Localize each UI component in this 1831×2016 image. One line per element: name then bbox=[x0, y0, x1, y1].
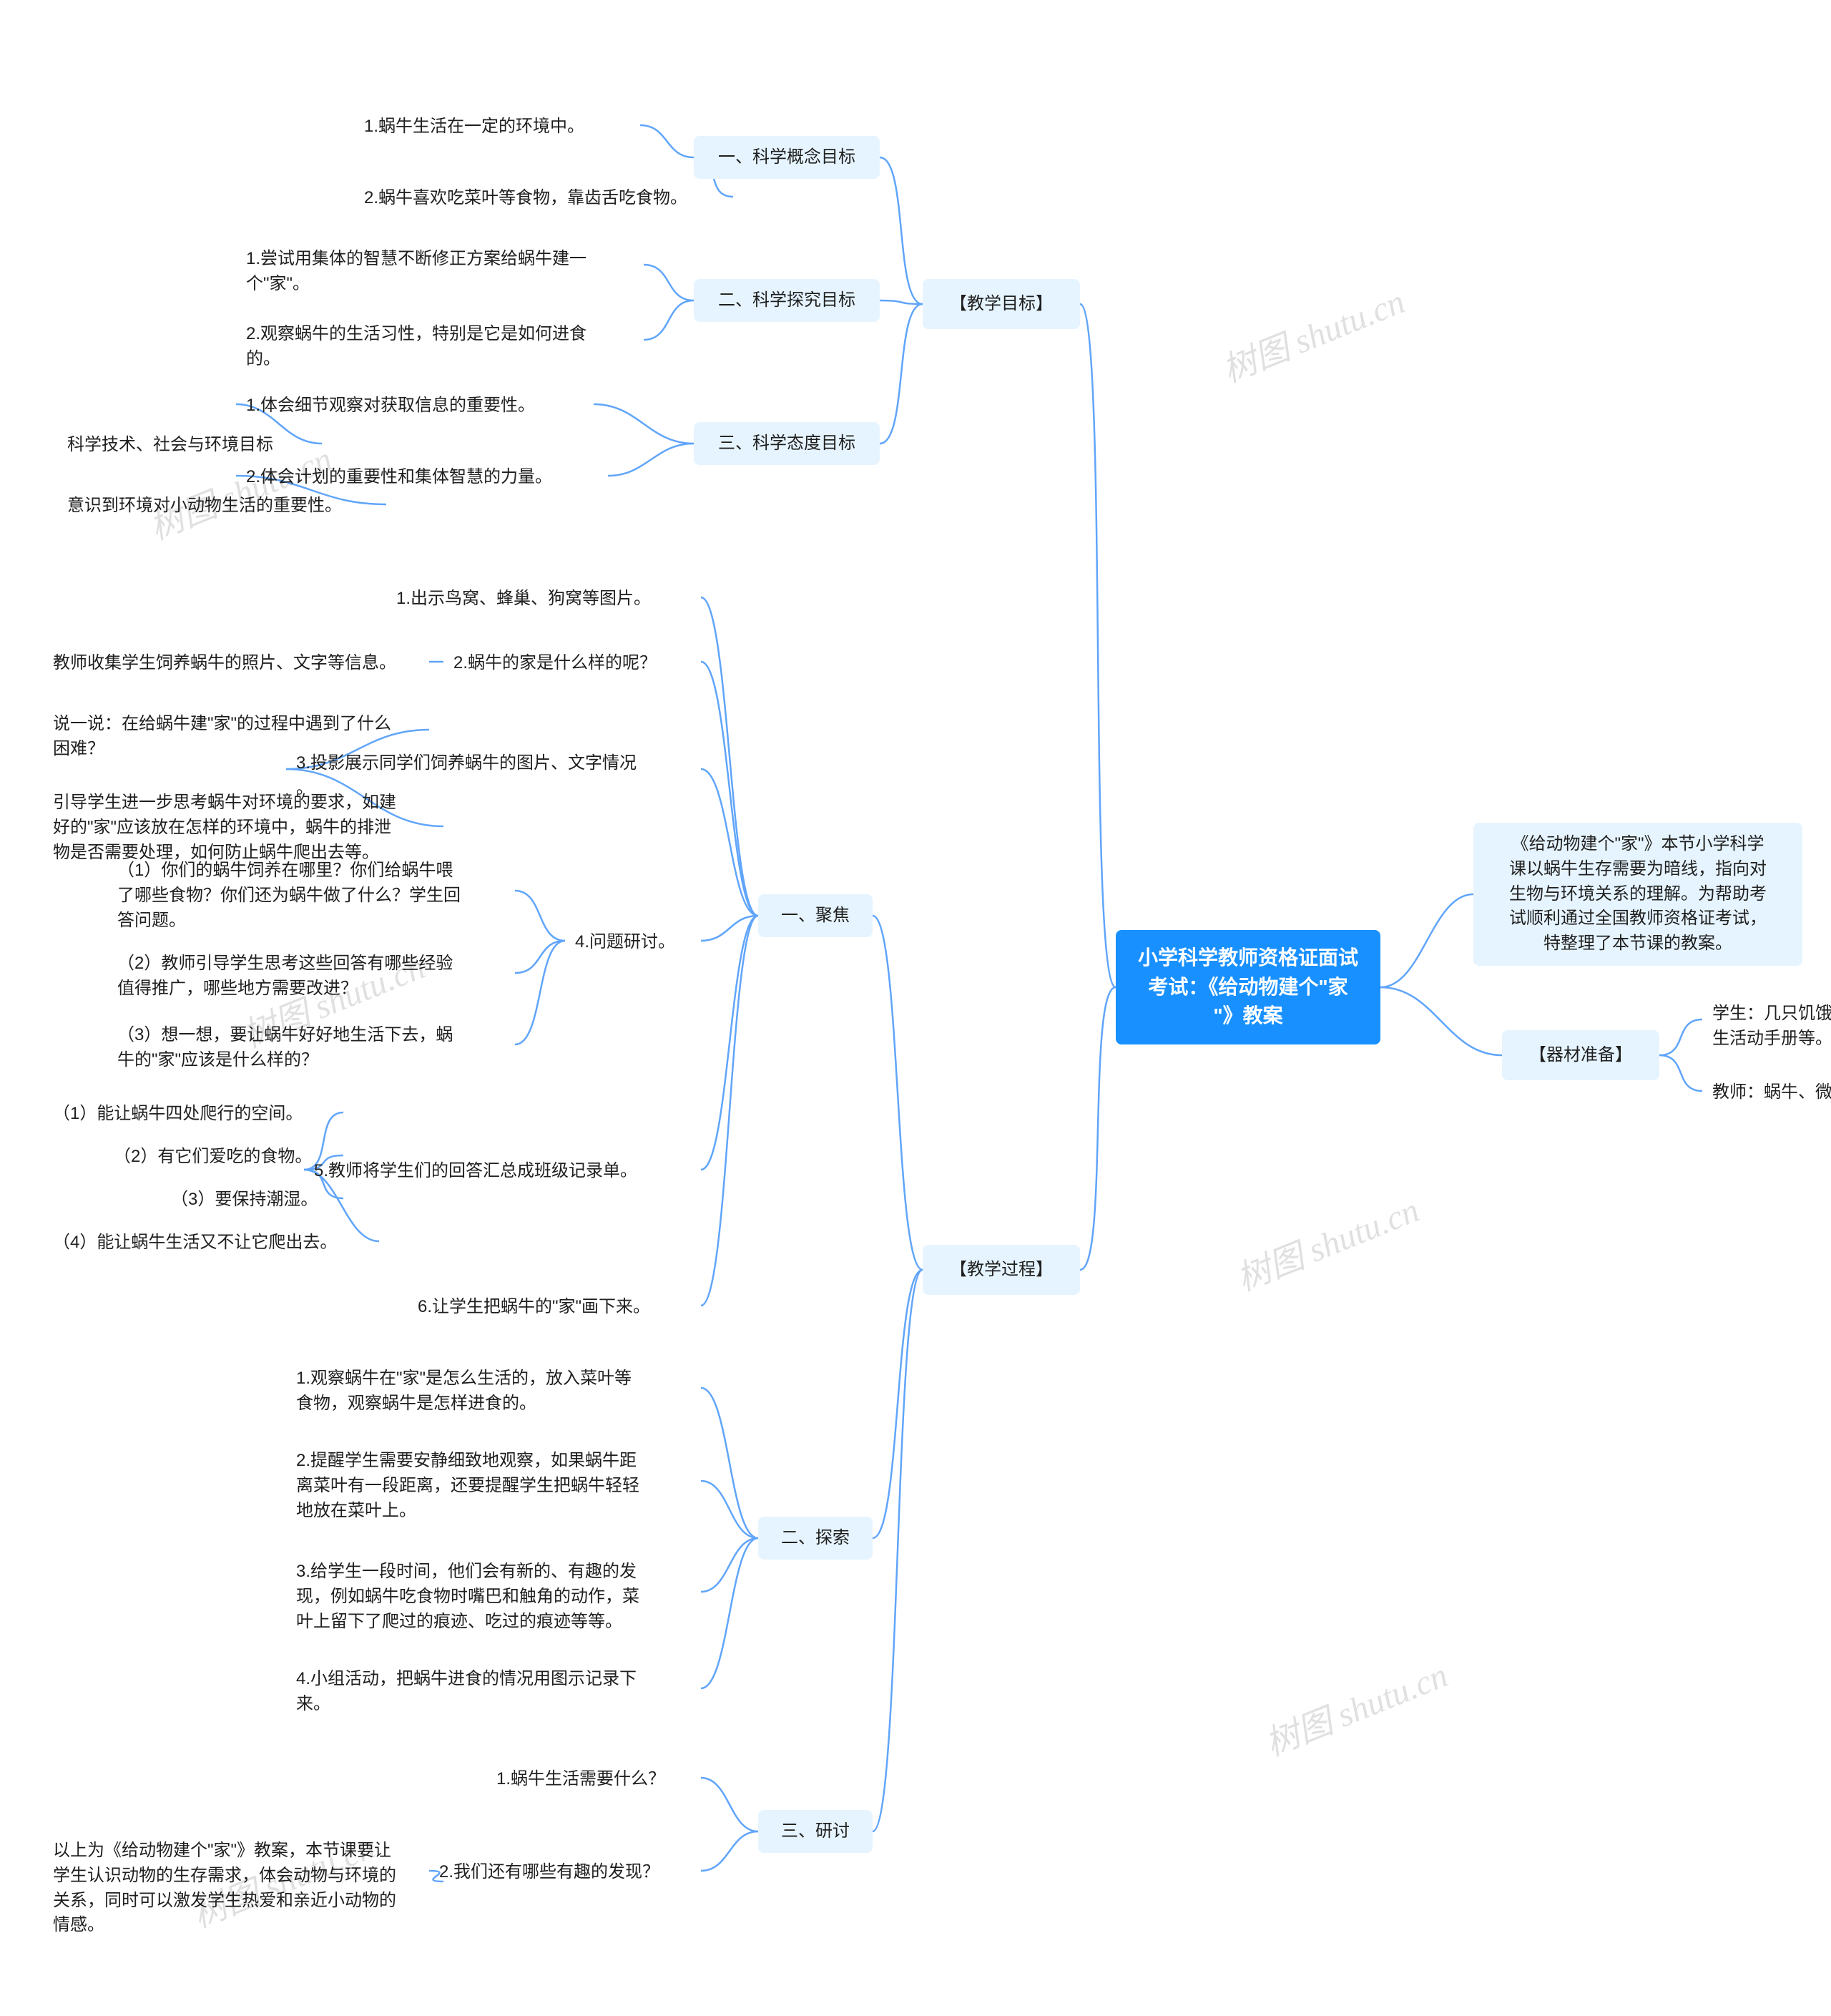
node-g2b: 2.观察蜗牛的生活习性，特别是它是如何进食 的。 bbox=[236, 315, 644, 379]
edge-p2-p2_1 bbox=[701, 1388, 758, 1538]
node-g3a: 1.体会细节观察对获取信息的重要性。 bbox=[236, 386, 594, 426]
edge-root-intro bbox=[1380, 894, 1473, 987]
node-g1a: 1.蜗牛生活在一定的环境中。 bbox=[354, 107, 640, 147]
node-g3c: 科学技术、社会与环境目标 bbox=[57, 426, 322, 465]
edge-root-goal bbox=[1080, 304, 1116, 987]
edge-goal-g3 bbox=[880, 304, 923, 444]
watermark: 树图 shutu.cn bbox=[1257, 1647, 1454, 1766]
edge-p1-p1_2 bbox=[701, 662, 758, 916]
edge-g2-g2a bbox=[644, 265, 694, 300]
edge-g3-g3b bbox=[608, 444, 694, 476]
edge-p1-p1_6 bbox=[701, 916, 758, 1306]
node-p1_1: 1.出示鸟窝、蜂巢、狗窝等图片。 bbox=[386, 579, 701, 619]
node-p1_5: 5.教师将学生们的回答汇总成班级记录单。 bbox=[304, 1152, 701, 1191]
node-p2_4: 4.小组活动，把蜗牛进食的情况用图示记录下 来。 bbox=[286, 1660, 701, 1724]
node-p1_5b: （2）有它们爱吃的食物。 bbox=[104, 1137, 343, 1177]
edge-p3-p3_2 bbox=[701, 1831, 758, 1871]
node-p1_6: 6.让学生把蜗牛的"家"画下来。 bbox=[408, 1288, 701, 1327]
edge-goal-g1 bbox=[880, 157, 923, 304]
node-proc: 【教学过程】 bbox=[923, 1245, 1080, 1295]
node-g1b: 2.蜗牛喜欢吃菜叶等食物，靠齿舌吃食物。 bbox=[354, 179, 733, 218]
node-g3: 三、科学态度目标 bbox=[694, 422, 880, 465]
node-p1_4c: （3）想一想，要让蜗牛好好地生活下去，蜗 牛的"家"应该是什么样的？ bbox=[107, 1016, 515, 1080]
edge-p1-p1_4 bbox=[701, 916, 758, 941]
node-p2_2: 2.提醒学生需要安静细致地观察，如果蜗牛距 离菜叶有一段距离，还要提醒学生把蜗牛… bbox=[286, 1442, 701, 1530]
edge-root-prep bbox=[1380, 987, 1502, 1055]
edge-p2-p2_3 bbox=[701, 1538, 758, 1592]
node-p2_1: 1.观察蜗牛在"家"是怎么生活的，放入菜叶等 食物，观察蜗牛是怎样进食的。 bbox=[286, 1359, 701, 1424]
node-g2: 二、科学探究目标 bbox=[694, 279, 880, 322]
node-g1: 一、科学概念目标 bbox=[694, 136, 880, 179]
edge-g2-g2b bbox=[644, 300, 694, 340]
edge-p1_4-p1_4a bbox=[515, 891, 565, 941]
edge-g1-g1a bbox=[640, 125, 694, 157]
node-g2a: 1.尝试用集体的智慧不断修正方案给蜗牛建一 个"家"。 bbox=[236, 240, 644, 304]
edge-proc-p2 bbox=[873, 1270, 923, 1538]
node-p1_2: 2.蜗牛的家是什么样的呢？ bbox=[443, 644, 701, 683]
node-p2_3: 3.给学生一段时间，他们会有新的、有趣的发 现，例如蜗牛吃食物时嘴巴和触角的动作… bbox=[286, 1552, 701, 1641]
edge-p2-p2_2 bbox=[701, 1481, 758, 1538]
edge-p1-p1_3 bbox=[701, 769, 758, 916]
node-p1_2a: 教师收集学生饲养蜗牛的照片、文字等信息。 bbox=[43, 644, 429, 683]
node-p1_5d: （4）能让蜗牛生活又不让它爬出去。 bbox=[43, 1223, 379, 1263]
mindmap-stage: 小学科学教师资格证面试 考试：《给动物建个"家 "》教案《给动物建个"家"》本节… bbox=[0, 0, 1831, 2016]
node-p3_2: 2.我们还有哪些有趣的发现？ bbox=[429, 1853, 701, 1892]
node-p1_4a: （1）你们的蜗牛饲养在哪里？你们给蜗牛喂 了哪些食物？你们还为蜗牛做了什么？学生… bbox=[107, 851, 515, 940]
edge-p3-p3_1 bbox=[701, 1778, 758, 1831]
node-p1_5c: （3）要保持潮湿。 bbox=[161, 1180, 343, 1220]
edge-proc-p1 bbox=[873, 916, 923, 1270]
edge-prep-prep_s bbox=[1659, 1019, 1702, 1055]
edge-root-proc bbox=[1080, 987, 1116, 1270]
node-g3d: 意识到环境对小动物生活的重要性。 bbox=[57, 486, 386, 526]
node-p1_4b: （2）教师引导学生思考这些回答有哪些经验 值得推广，哪些地方需要改进？ bbox=[107, 944, 515, 1009]
node-p3: 三、研讨 bbox=[758, 1810, 873, 1853]
node-p1_4: 4.问题研讨。 bbox=[565, 923, 701, 962]
edge-goal-g2 bbox=[880, 300, 923, 304]
edge-p1-p1_5 bbox=[701, 916, 758, 1170]
watermark: 树图 shutu.cn bbox=[1214, 273, 1411, 392]
node-p1_5a: （1）能让蜗牛四处爬行的空间。 bbox=[43, 1095, 343, 1134]
node-p1_3a: 说一说：在给蜗牛建"家"的过程中遇到了什么 困难？ bbox=[43, 705, 429, 769]
node-p3_1: 1.蜗牛生活需要什么？ bbox=[486, 1760, 701, 1799]
node-p2: 二、探索 bbox=[758, 1517, 873, 1560]
node-intro: 《给动物建个"家"》本节小学科学 课以蜗牛生存需要为暗线，指向对 生物与环境关系… bbox=[1473, 823, 1802, 966]
node-prep: 【器材准备】 bbox=[1502, 1030, 1659, 1080]
node-prep_t: 教师：蜗牛、微视频、课件等。 bbox=[1702, 1073, 1831, 1112]
edge-prep-prep_t bbox=[1659, 1055, 1702, 1091]
node-prep_s: 学生：几只饥饿的蜗牛、菜叶、透明盒子、学 生活动手册等。 bbox=[1702, 994, 1831, 1059]
node-p3_2a: 以上为《给动物建个"家"》教案，本节课要让 学生认识动物的生存需求，体会动物与环… bbox=[43, 1831, 443, 1945]
edge-p1-p1_1 bbox=[701, 597, 758, 916]
edge-p1_4-p1_4b bbox=[515, 941, 565, 973]
watermark: 树图 shutu.cn bbox=[1228, 1182, 1425, 1301]
edge-g3-g3a bbox=[594, 404, 694, 444]
node-p1: 一、聚焦 bbox=[758, 894, 873, 937]
node-goal: 【教学目标】 bbox=[923, 279, 1080, 329]
node-root: 小学科学教师资格证面试 考试：《给动物建个"家 "》教案 bbox=[1116, 930, 1380, 1044]
edge-p2-p2_4 bbox=[701, 1538, 758, 1688]
edge-proc-p3 bbox=[873, 1270, 923, 1831]
edge-p1_4-p1_4c bbox=[515, 941, 565, 1044]
